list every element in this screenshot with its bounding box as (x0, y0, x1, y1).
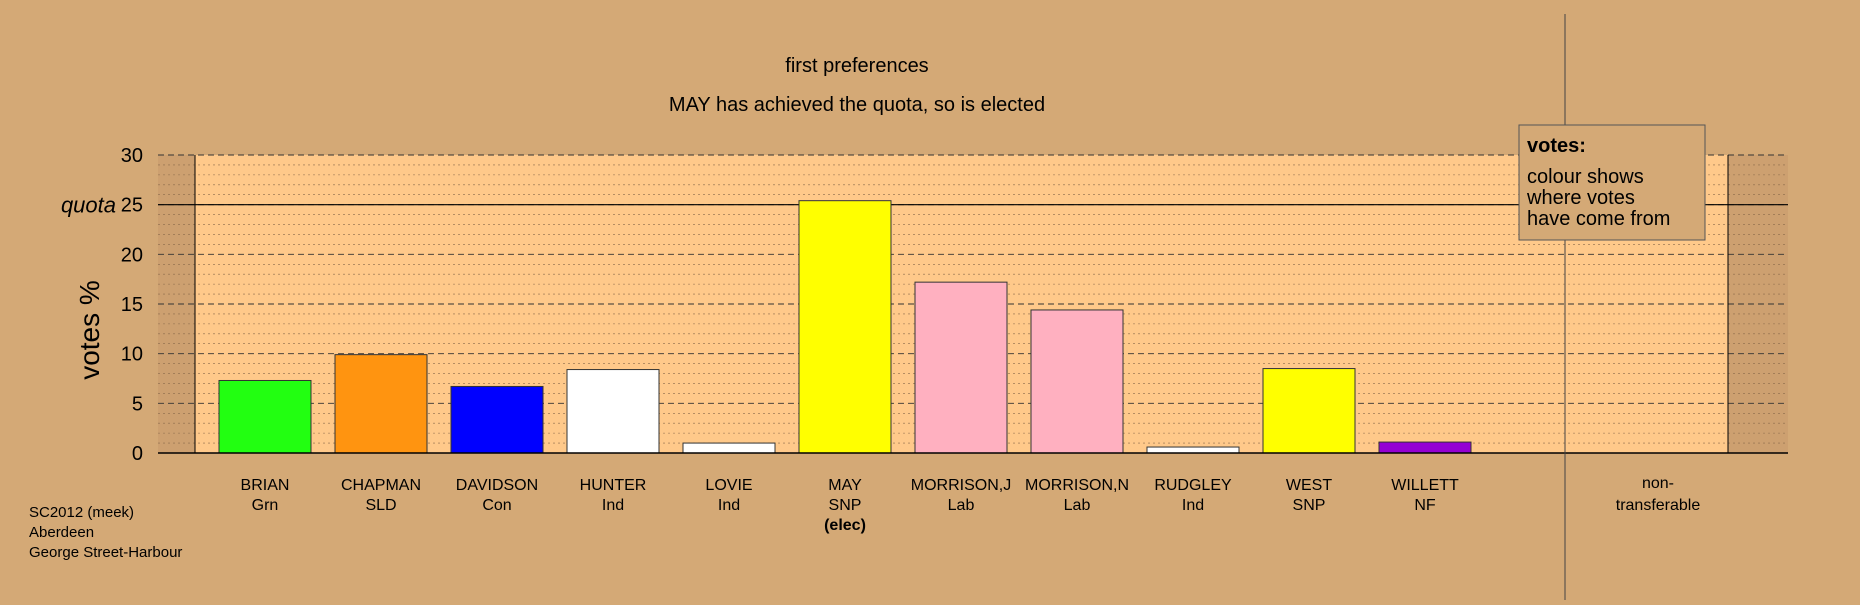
y-tick-label: 5 (132, 393, 143, 415)
y-tick-label: 10 (121, 344, 143, 366)
category-label-party: Grn (252, 497, 279, 514)
category-label-name: RUDGLEY (1154, 477, 1232, 494)
legend-text-line: where votes (1526, 187, 1635, 209)
category-label-party: Ind (602, 497, 624, 514)
nontransferable-label-line2: transferable (1616, 497, 1701, 514)
category-label-name: WEST (1286, 477, 1332, 494)
legend-box (1518, 124, 1706, 241)
quota-label: quota (61, 193, 116, 218)
category-label-party: Lab (948, 497, 975, 514)
category-label-party: SNP (829, 497, 862, 514)
y-tick-label: 0 (132, 443, 143, 465)
bar-morrison-n (1030, 309, 1124, 454)
bar-brian (218, 379, 312, 454)
elected-marker: (elec) (824, 517, 866, 534)
legend-title: votes: (1527, 135, 1586, 157)
category-label-party: Con (482, 497, 511, 514)
bar-morrison-j (914, 281, 1008, 454)
bar-davidson (450, 385, 544, 454)
y-axis-label: votes % (74, 280, 105, 380)
bar-willett (1378, 441, 1472, 454)
y-tick-label: 30 (121, 145, 143, 167)
bar-chapman (334, 354, 428, 454)
category-label-name: BRIAN (241, 477, 290, 494)
footer-info: SC2012 (meek) Aberdeen George Street-Har… (29, 503, 182, 563)
legend-text-line: colour shows (1527, 166, 1644, 188)
footer-council: Aberdeen (29, 524, 95, 541)
footer-election: SC2012 (meek) (29, 504, 135, 521)
y-tick-label: 25 (121, 195, 143, 217)
category-label-name: MORRISON,N (1025, 477, 1129, 494)
category-label-party: Ind (718, 497, 740, 514)
category-label-name: MAY (828, 477, 862, 494)
footer-ward: George Street-Harbour (29, 544, 183, 561)
bar-rudgley (1146, 446, 1240, 454)
category-label-name: MORRISON,J (911, 477, 1011, 494)
legend-text-line: have come from (1527, 208, 1670, 230)
bar-may (798, 200, 892, 454)
bar-west (1262, 368, 1356, 454)
category-label-party: Ind (1182, 497, 1204, 514)
y-tick-label: 20 (121, 244, 143, 266)
nontransferable-label-line1: non- (1642, 475, 1674, 492)
category-label-party: SNP (1293, 497, 1326, 514)
bar-lovie (682, 442, 776, 454)
category-label-name: WILLETT (1391, 477, 1459, 494)
category-label-party: Lab (1064, 497, 1091, 514)
y-tick-label: 15 (121, 294, 143, 316)
category-label-name: HUNTER (580, 477, 647, 494)
category-label-name: DAVIDSON (456, 477, 538, 494)
category-label-name: LOVIE (705, 477, 752, 494)
chart-subtitle: MAY has achieved the quota, so is electe… (669, 94, 1045, 116)
bar-hunter (566, 369, 660, 454)
chart-title: first preferences (785, 55, 928, 77)
category-label-party: NF (1414, 497, 1436, 514)
category-label-name: CHAPMAN (341, 477, 421, 494)
category-label-party: SLD (365, 497, 396, 514)
